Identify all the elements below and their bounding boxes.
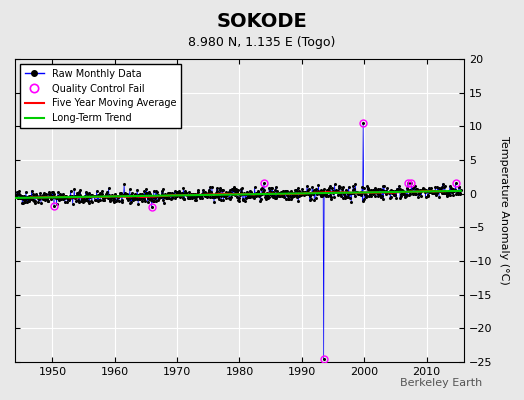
Legend: Raw Monthly Data, Quality Control Fail, Five Year Moving Average, Long-Term Tren: Raw Monthly Data, Quality Control Fail, … (20, 64, 181, 128)
Text: 8.980 N, 1.135 E (Togo): 8.980 N, 1.135 E (Togo) (188, 36, 336, 49)
Text: Berkeley Earth: Berkeley Earth (400, 378, 482, 388)
Text: SOKODE: SOKODE (216, 12, 308, 31)
Y-axis label: Temperature Anomaly (°C): Temperature Anomaly (°C) (499, 136, 509, 285)
